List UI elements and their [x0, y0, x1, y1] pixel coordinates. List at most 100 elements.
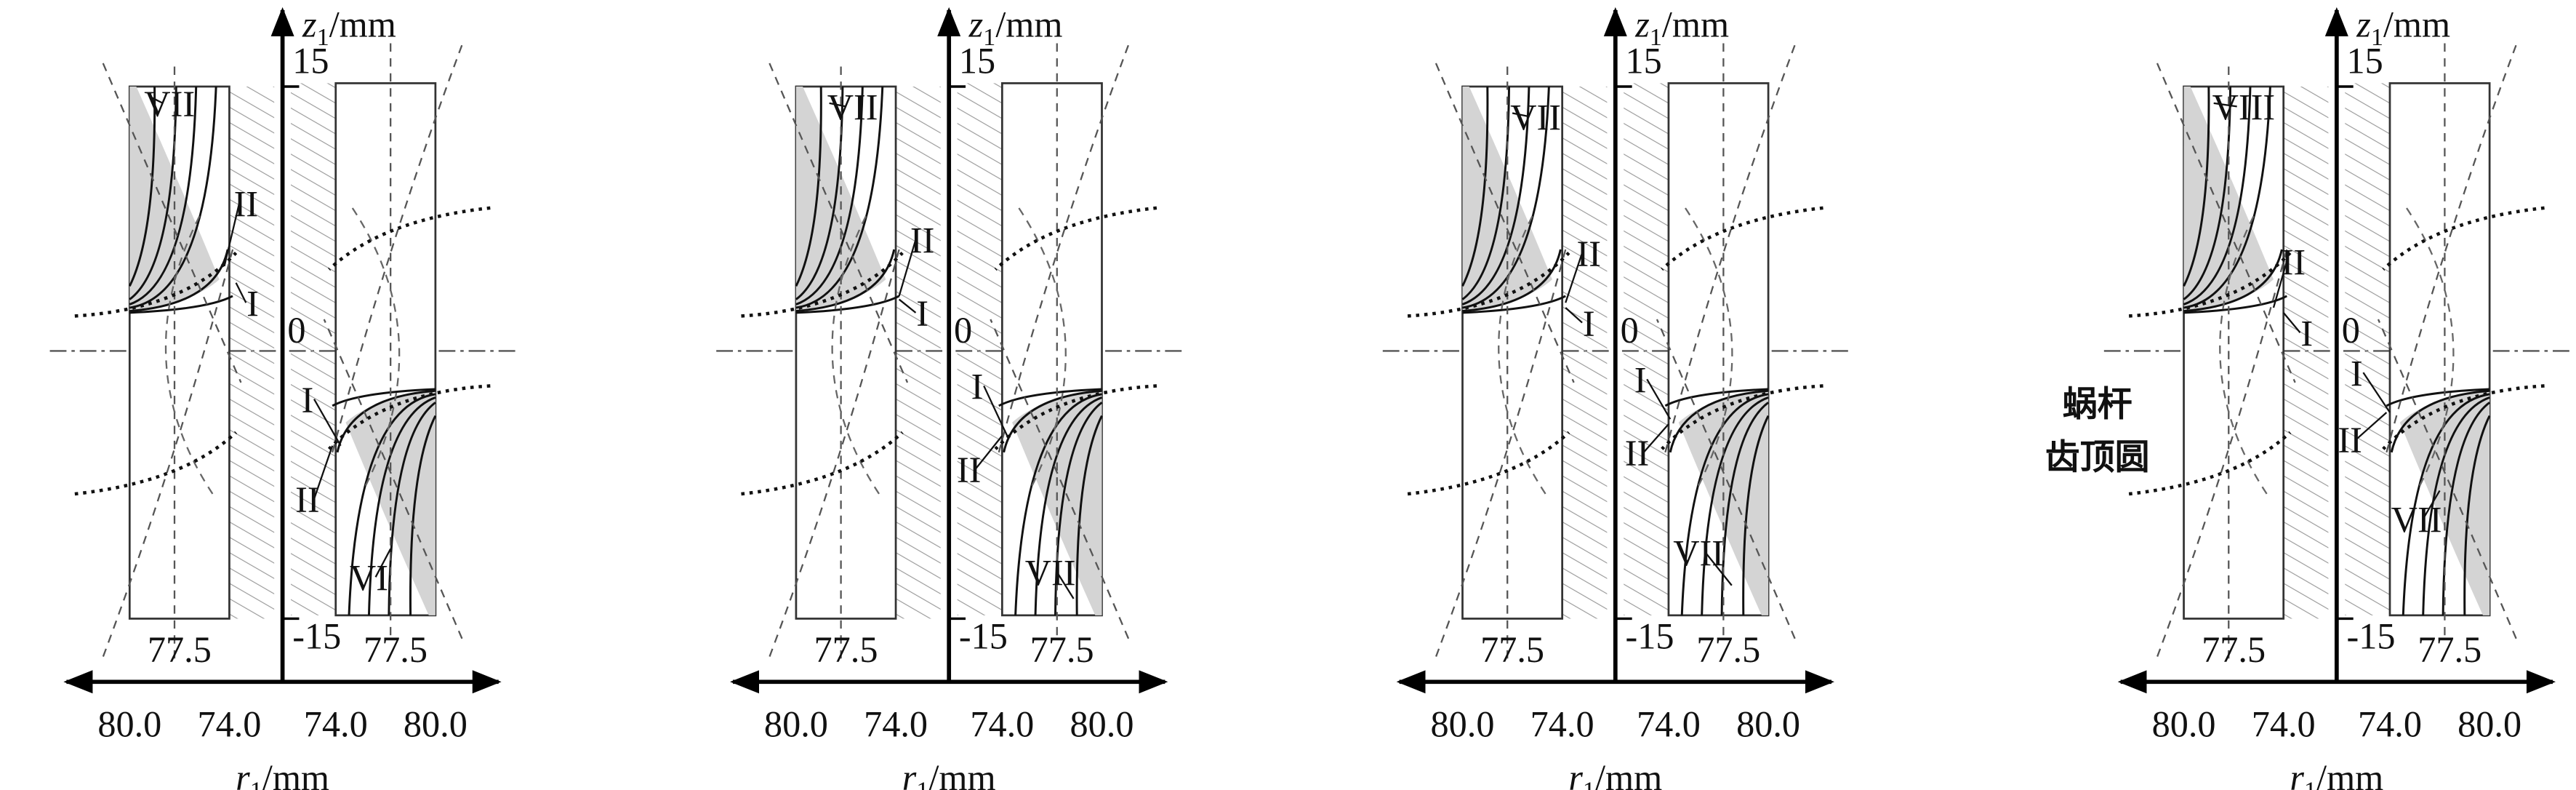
half-view [1624, 39, 1823, 639]
contact-line [336, 389, 436, 453]
center-label: 77.5 [2417, 629, 2481, 670]
contact-zone [2399, 391, 2490, 615]
panel: 150-1577.577.580.074.074.080.0z1/mmr1/mm… [49, 4, 515, 790]
axis-subscript: 1 [916, 776, 928, 790]
leader-line [1056, 571, 1075, 599]
axis-symbol: z [302, 4, 317, 44]
curve-label: VII [144, 84, 195, 124]
leader-line [898, 239, 917, 297]
z-tick-label: -15 [292, 616, 341, 657]
curve-label: I [916, 293, 928, 334]
axis-subscript: 1 [1583, 776, 1595, 790]
axis-symbol: r [902, 757, 917, 790]
boundary-arc [102, 249, 234, 658]
annotation: 齿顶圆 [2045, 437, 2150, 478]
boundary-arc [2402, 202, 2455, 487]
leader-line [313, 445, 334, 500]
leader-line [2362, 372, 2391, 413]
contact-line [1462, 249, 1562, 313]
curve-label: II [1625, 433, 1649, 474]
z-tick-label: -15 [959, 616, 1008, 657]
axis-unit: /mm [2316, 757, 2383, 790]
limit-curve [74, 431, 238, 496]
limit-curve [2128, 431, 2292, 496]
hatched-strip [896, 86, 941, 619]
curve-label: I [2351, 353, 2363, 394]
hatched-strip [291, 83, 336, 615]
contact-zone [1462, 86, 1552, 311]
r-tick-label: 80.0 [404, 704, 468, 745]
axis-label: z1/mm [1634, 4, 1729, 50]
axis-symbol: z [968, 4, 984, 44]
limit-curve [994, 206, 1157, 271]
leader-line [983, 385, 1008, 436]
contact-line [348, 393, 436, 615]
contact-line [1075, 415, 1103, 615]
hatched-strip [2345, 83, 2390, 615]
contact-line [409, 415, 437, 615]
axis-symbol: r [1568, 757, 1583, 790]
contact-line [129, 295, 233, 314]
contact-line [2402, 393, 2490, 615]
curve-label: II [2282, 242, 2306, 282]
contact-line [1461, 86, 1489, 287]
z-tick-label: 15 [959, 41, 995, 81]
contact-line [795, 86, 822, 287]
boundary-arc [998, 44, 1130, 453]
r-tick-label: 80.0 [1431, 704, 1495, 745]
limit-curve [2382, 206, 2545, 271]
leader-line [2213, 102, 2237, 108]
axis-unit: /mm [1662, 4, 1729, 44]
leader-line [1565, 252, 1584, 303]
hatched-strip [2283, 86, 2329, 619]
contact-line [1462, 86, 1550, 309]
limit-curve [741, 431, 904, 496]
axis-label: z1/mm [302, 4, 396, 50]
limit-curve [994, 384, 1157, 450]
contact-line [367, 396, 436, 615]
contact-zone [2183, 86, 2274, 311]
axis-unit: /mm [2383, 4, 2450, 44]
boundary-arc [1664, 44, 1796, 453]
boundary-arc [332, 44, 463, 453]
curve-label: II [910, 220, 934, 261]
center-label: 77.5 [1696, 629, 1760, 670]
panel: 150-1577.577.580.074.074.080.0z1/mmr1/mm… [1382, 4, 1848, 790]
r-tick-label: 74.0 [2252, 704, 2316, 745]
contact-line [2183, 86, 2210, 287]
center-label: 77.5 [1480, 629, 1544, 670]
axis-subscript: 1 [983, 23, 995, 51]
hatched-strip [957, 83, 1003, 615]
contact-line [1034, 396, 1102, 615]
r-tick-label: 74.0 [970, 704, 1034, 745]
r-tick-label: 80.0 [1736, 704, 1800, 745]
center-label: 77.5 [2202, 629, 2266, 670]
axis-unit: /mm [262, 757, 329, 790]
z-tick-label: -15 [2347, 616, 2396, 657]
limit-curve [328, 206, 491, 271]
contact-line [2390, 389, 2490, 453]
curve-label: II [957, 450, 981, 490]
leader-line [974, 435, 1003, 470]
curve-label: VII [1673, 532, 1724, 573]
hatched-strip [1562, 86, 1608, 619]
limit-curve [1407, 251, 1570, 318]
boundary-arc [2377, 319, 2517, 639]
contact-line [128, 86, 156, 287]
boundary-arc [769, 249, 900, 658]
contact-line [795, 86, 884, 309]
curve-label: VII [827, 87, 878, 128]
curve-label: I [1634, 360, 1647, 401]
leader-line [898, 298, 917, 314]
limit-curve [741, 251, 904, 318]
r-tick-label: 74.0 [864, 704, 928, 745]
curve-label: I [971, 367, 984, 407]
r-tick-label: 80.0 [2152, 704, 2216, 745]
contact-line [1462, 295, 1566, 314]
contact-line [795, 86, 864, 306]
contact-line [2386, 388, 2490, 407]
contact-line [2183, 249, 2283, 313]
panel: 150-1577.577.580.074.074.080.0z1/mmr1/mm… [716, 4, 1182, 790]
contact-line [2183, 86, 2271, 309]
curve-label: I [2300, 314, 2313, 354]
